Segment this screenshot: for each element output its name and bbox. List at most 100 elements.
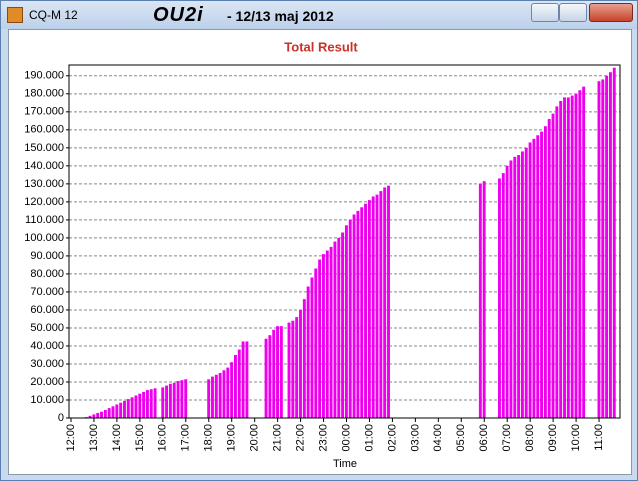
bar — [123, 400, 126, 418]
bar — [582, 86, 586, 418]
bar — [509, 160, 513, 418]
bar — [513, 156, 517, 418]
bar — [528, 142, 532, 418]
close-button[interactable] — [589, 3, 633, 22]
bar — [165, 385, 169, 418]
bar — [344, 225, 348, 418]
bar — [96, 412, 100, 418]
x-tick-label: 10:00 — [570, 424, 582, 452]
bar — [306, 286, 310, 418]
bar — [482, 181, 486, 418]
y-tick-label: 60.000 — [30, 304, 64, 316]
bar — [233, 354, 237, 418]
bar — [153, 388, 157, 418]
bar — [88, 415, 92, 418]
bar — [532, 138, 536, 418]
bar — [299, 309, 302, 418]
bar — [291, 320, 295, 418]
y-tick-label: 90.000 — [30, 250, 64, 262]
bar — [226, 367, 230, 418]
bar — [559, 101, 563, 418]
maximize-button[interactable] — [559, 3, 587, 22]
bar — [237, 349, 241, 418]
bar — [360, 207, 364, 418]
x-tick-label: 13:00 — [88, 424, 100, 452]
y-tick-label: 170.000 — [24, 106, 64, 118]
x-tick-label: 18:00 — [203, 424, 215, 452]
bar — [279, 326, 283, 418]
bar — [134, 395, 138, 418]
bar — [543, 126, 547, 419]
bar — [119, 402, 123, 418]
bar — [161, 387, 165, 418]
bar — [126, 399, 130, 418]
bar — [348, 219, 352, 418]
y-tick-label: 70.000 — [30, 286, 64, 298]
bar — [115, 404, 119, 418]
bar — [364, 203, 367, 418]
bar — [264, 338, 268, 418]
bar — [379, 191, 383, 418]
minimize-button[interactable] — [531, 3, 559, 22]
bar — [211, 376, 214, 418]
bar — [295, 317, 299, 418]
bar — [383, 187, 387, 418]
x-tick-label: 11:00 — [593, 424, 605, 451]
bar — [551, 113, 555, 418]
bar — [352, 214, 356, 418]
x-tick-label: 21:00 — [272, 424, 284, 452]
y-tick-label: 100.000 — [24, 232, 64, 244]
y-tick-label: 160.000 — [24, 124, 64, 136]
bar — [130, 397, 134, 418]
bar — [367, 200, 371, 418]
x-tick-label: 20:00 — [249, 424, 261, 452]
y-tick-label: 110.000 — [25, 214, 64, 226]
bar — [540, 131, 544, 418]
bar — [241, 341, 245, 418]
bar — [302, 299, 306, 418]
bar — [524, 147, 528, 419]
callsign: OU2i — [153, 4, 204, 26]
bar — [145, 390, 149, 418]
x-tick-label: 14:00 — [111, 424, 123, 452]
bar — [318, 259, 322, 418]
x-tick-label: 03:00 — [409, 424, 421, 452]
bar — [578, 90, 582, 418]
bar — [520, 151, 524, 418]
bar — [218, 372, 222, 418]
bar — [207, 379, 211, 418]
chart-title: Total Result — [284, 39, 358, 54]
bar — [314, 268, 318, 418]
x-tick-label: 23:00 — [317, 424, 329, 452]
bar — [505, 165, 509, 418]
bar — [100, 411, 103, 418]
bar — [498, 178, 501, 418]
y-tick-label: 150.000 — [24, 142, 64, 154]
bar — [501, 173, 505, 418]
bar — [329, 246, 333, 418]
x-tick-label: 00:00 — [340, 424, 352, 452]
bar — [478, 183, 482, 418]
bar — [310, 277, 314, 418]
y-tick-label: 0 — [58, 412, 64, 424]
bar — [214, 374, 218, 418]
x-tick-label: 19:00 — [226, 424, 238, 452]
bar — [547, 119, 551, 418]
bar — [333, 241, 337, 418]
bar — [570, 95, 574, 419]
bar — [92, 414, 96, 418]
bar — [287, 322, 291, 418]
bar — [566, 97, 570, 418]
x-tick-label: 12:00 — [65, 424, 77, 452]
bar — [268, 335, 272, 418]
bar — [341, 232, 345, 418]
y-tick-label: 130.000 — [24, 178, 64, 190]
bar — [612, 67, 616, 418]
bar — [563, 97, 566, 418]
x-tick-label: 07:00 — [501, 424, 513, 452]
x-axis-label: Time — [333, 458, 357, 470]
date: - 12/13 maj 2012 — [227, 8, 334, 24]
bar — [536, 135, 540, 418]
chart: Total Result Time 0 10.000 20.000 30.000 40.… — [24, 39, 621, 470]
